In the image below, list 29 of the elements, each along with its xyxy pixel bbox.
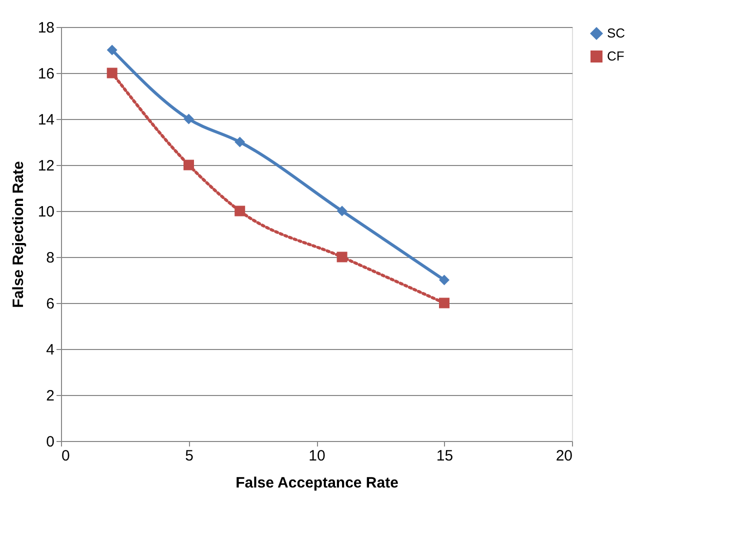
y-tick-label: 12 — [38, 158, 54, 174]
point — [439, 274, 450, 286]
y-tick-label: 0 — [46, 434, 54, 450]
point — [184, 114, 194, 124]
y-tick-label: 2 — [46, 388, 54, 404]
y-tick-label: 10 — [38, 204, 54, 220]
y-tick-label: 16 — [38, 66, 54, 82]
point — [106, 68, 118, 78]
y-tick-label: 18 — [38, 20, 54, 36]
point — [234, 136, 246, 148]
legend-label: SC — [607, 26, 626, 40]
point — [336, 252, 348, 262]
point — [336, 206, 348, 216]
x-tick-label: 10 — [308, 448, 326, 464]
x-tick-label: 0 — [62, 448, 70, 464]
y-tick-label: 8 — [46, 250, 54, 266]
x-axis-title: False Acceptance Rate — [236, 474, 398, 492]
point — [184, 160, 194, 170]
y-axis-title: False Rejection Rate — [10, 161, 27, 308]
y-tick-label: 6 — [46, 296, 54, 312]
x-tick-label: 15 — [436, 448, 454, 464]
x-tick-label: 5 — [185, 448, 194, 464]
point — [106, 44, 118, 56]
point — [439, 298, 450, 308]
y-tick-label: 4 — [46, 342, 54, 358]
x-tick-label: 20 — [556, 448, 572, 464]
point — [234, 206, 246, 216]
y-tick-label: 14 — [38, 112, 54, 128]
legend-label: CF — [607, 48, 624, 64]
